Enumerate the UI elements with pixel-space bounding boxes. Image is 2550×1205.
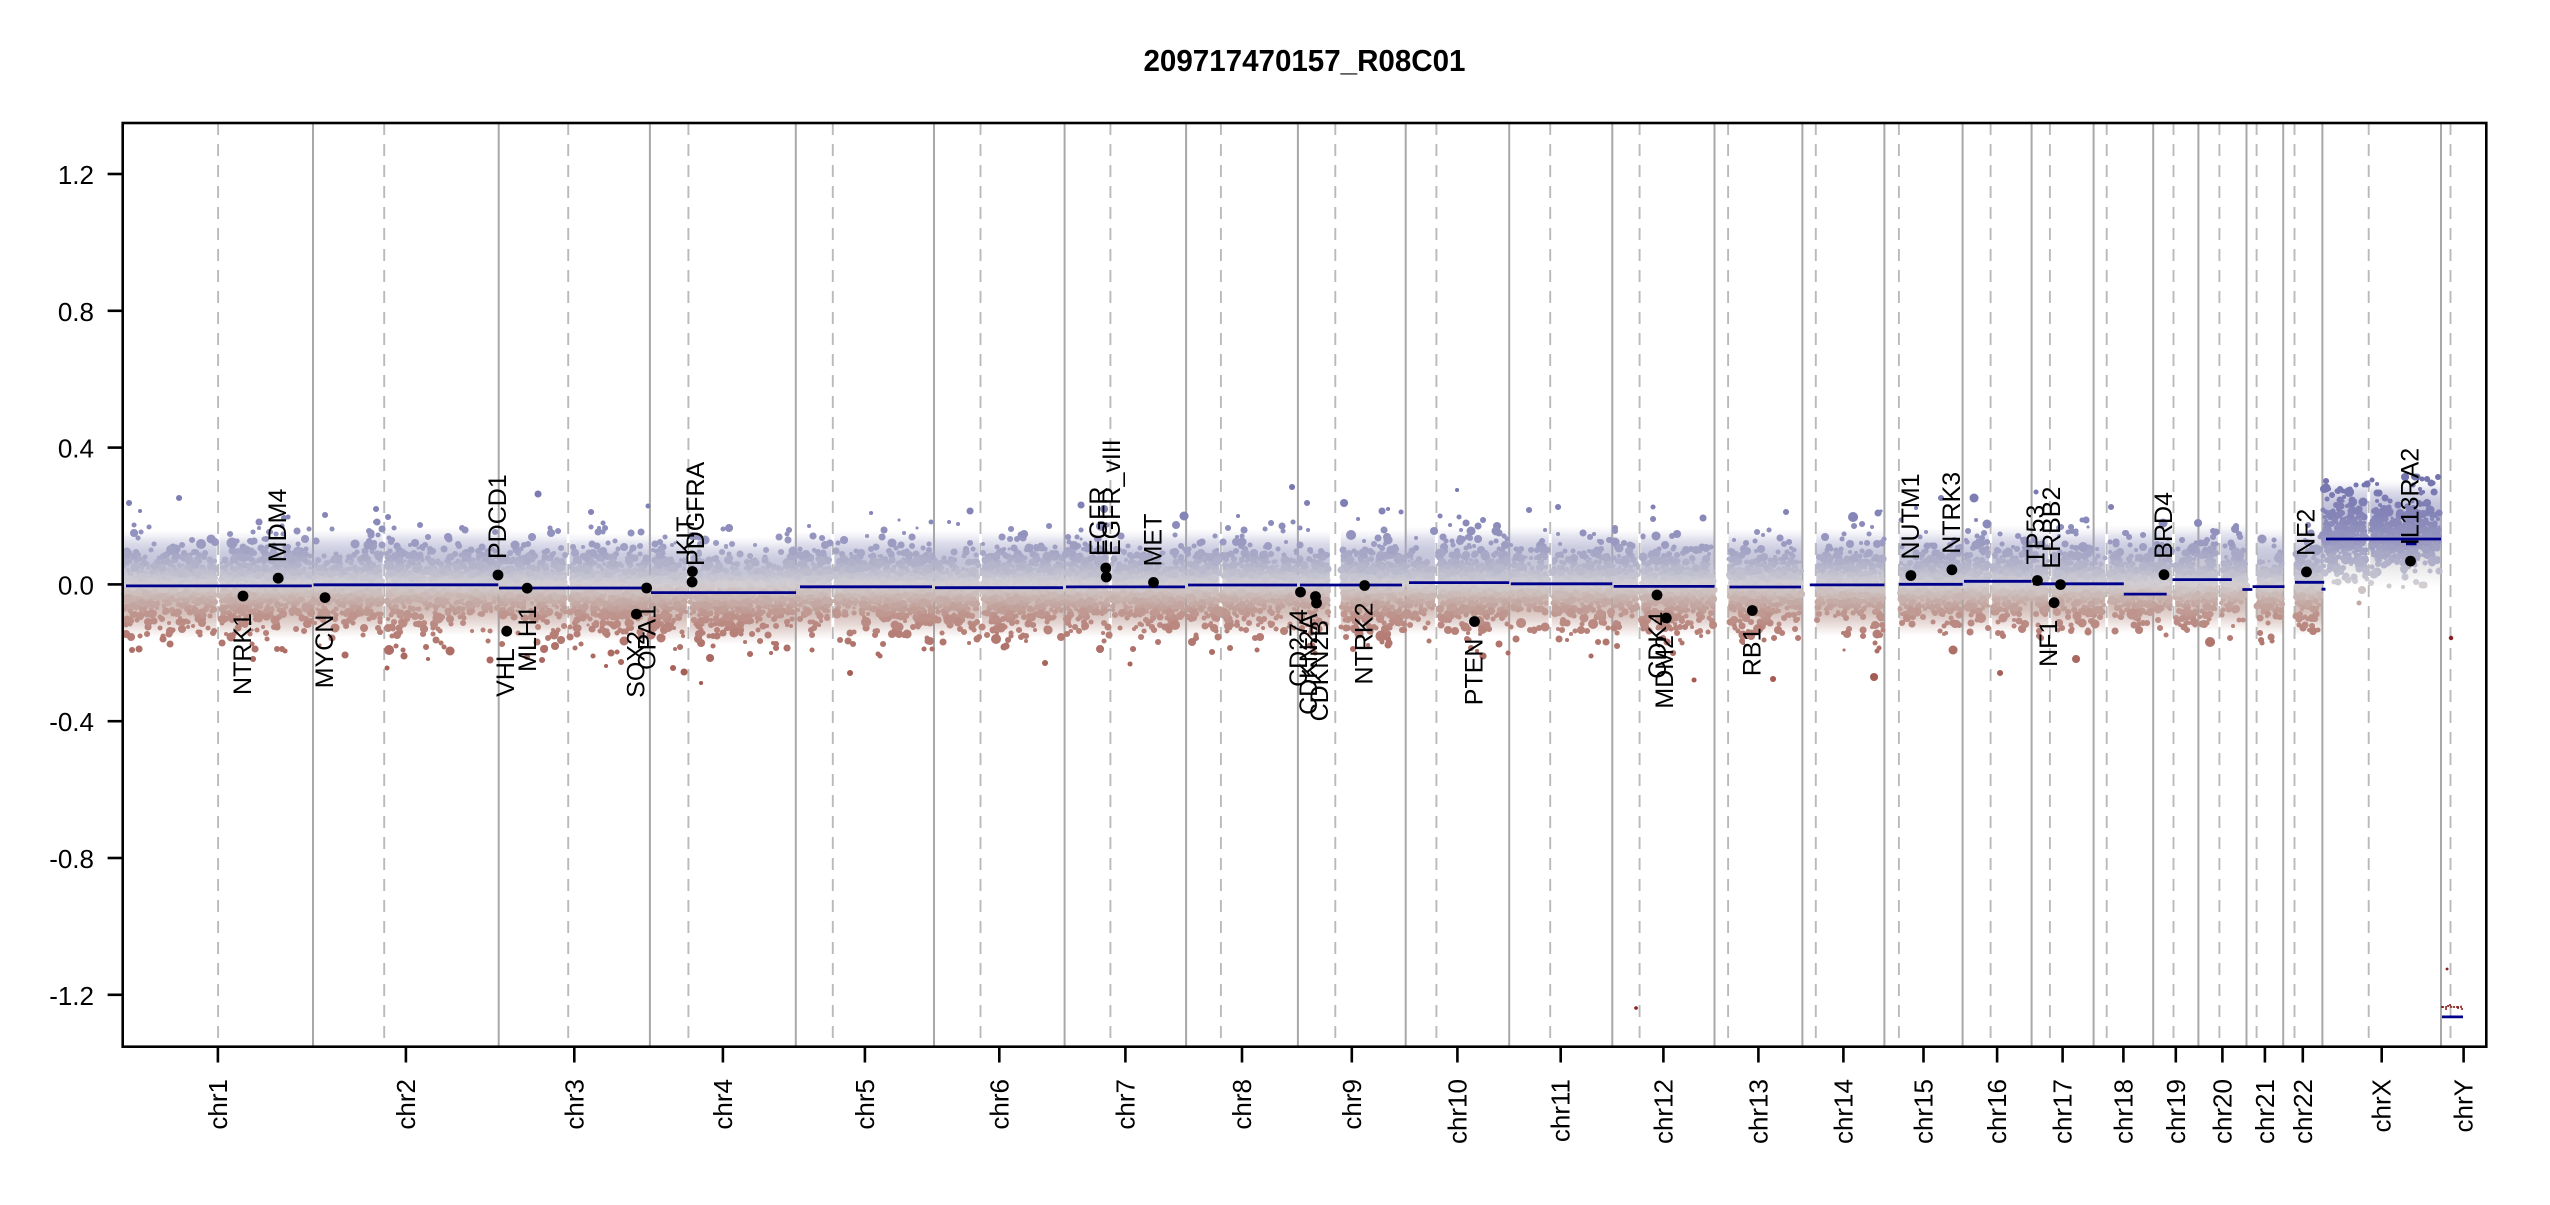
- svg-text:PTEN: PTEN: [1461, 639, 1489, 706]
- svg-text:209717470157_R08C01: 209717470157_R08C01: [1144, 43, 1466, 78]
- svg-text:chr11: chr11: [1546, 1079, 1576, 1142]
- svg-text:chr13: chr13: [1743, 1079, 1773, 1144]
- svg-text:chrX: chrX: [2367, 1079, 2397, 1132]
- svg-text:chr1: chr1: [203, 1079, 233, 1130]
- svg-text:CDKN2A: CDKN2A: [1295, 613, 1323, 715]
- svg-text:CDKN2B: CDKN2B: [1306, 620, 1334, 721]
- svg-text:chr9: chr9: [1337, 1079, 1367, 1130]
- svg-text:MET: MET: [1140, 514, 1168, 567]
- svg-text:NTRK1: NTRK1: [229, 613, 257, 695]
- svg-text:MDM2: MDM2: [1651, 635, 1679, 709]
- svg-text:EGFR_vIII: EGFR_vIII: [1098, 439, 1126, 556]
- svg-text:TP53: TP53: [2022, 505, 2050, 565]
- svg-text:chr7: chr7: [1110, 1079, 1140, 1130]
- svg-text:chr8: chr8: [1227, 1079, 1257, 1130]
- svg-text:NUTM1: NUTM1: [1897, 473, 1925, 559]
- svg-text:chr16: chr16: [1982, 1079, 2012, 1144]
- svg-text:KIT: KIT: [672, 517, 700, 556]
- svg-text:chr18: chr18: [2108, 1079, 2138, 1144]
- svg-text:chr2: chr2: [391, 1079, 421, 1130]
- svg-text:0.4: 0.4: [58, 434, 94, 464]
- svg-text:chr10: chr10: [1442, 1079, 1472, 1144]
- svg-text:chr5: chr5: [850, 1079, 880, 1130]
- svg-text:chr14: chr14: [1828, 1079, 1858, 1144]
- svg-text:IL13RA2: IL13RA2: [2397, 448, 2425, 545]
- svg-text:chr20: chr20: [2207, 1079, 2237, 1144]
- svg-text:OPA1: OPA1: [634, 605, 662, 670]
- svg-text:chr4: chr4: [708, 1079, 738, 1130]
- svg-text:SOX2: SOX2: [623, 631, 651, 698]
- svg-text:1.2: 1.2: [58, 160, 94, 190]
- svg-text:MYCN: MYCN: [311, 615, 339, 689]
- svg-text:-0.8: -0.8: [49, 844, 94, 874]
- svg-text:chr19: chr19: [2161, 1079, 2191, 1144]
- svg-text:chr6: chr6: [984, 1079, 1014, 1130]
- svg-text:ERBB2: ERBB2: [2038, 487, 2066, 569]
- svg-text:NF2: NF2: [2293, 509, 2321, 556]
- svg-text:CD274: CD274: [1285, 609, 1313, 687]
- svg-text:EGFR: EGFR: [1085, 487, 1113, 556]
- svg-text:chr12: chr12: [1648, 1079, 1678, 1144]
- svg-text:-0.4: -0.4: [49, 707, 94, 737]
- svg-text:MLH1: MLH1: [514, 605, 542, 672]
- svg-text:NF1: NF1: [2035, 620, 2063, 667]
- svg-text:chr17: chr17: [2048, 1079, 2078, 1144]
- svg-text:BRD4: BRD4: [2150, 492, 2178, 559]
- svg-text:VHL: VHL: [492, 648, 520, 697]
- svg-text:chr21: chr21: [2250, 1079, 2280, 1144]
- svg-text:chr15: chr15: [1909, 1079, 1939, 1144]
- svg-text:PDCD1: PDCD1: [484, 474, 512, 559]
- svg-text:chrY: chrY: [2449, 1079, 2479, 1132]
- svg-text:PDGFRA: PDGFRA: [682, 462, 710, 567]
- svg-text:-1.2: -1.2: [49, 981, 94, 1011]
- svg-text:chr22: chr22: [2288, 1079, 2318, 1144]
- svg-text:NTRK2: NTRK2: [1351, 603, 1379, 685]
- svg-text:0.0: 0.0: [58, 570, 94, 600]
- svg-text:0.8: 0.8: [58, 297, 94, 327]
- svg-text:NTRK3: NTRK3: [1938, 472, 1966, 554]
- svg-text:MDM4: MDM4: [264, 488, 292, 562]
- svg-text:chr3: chr3: [559, 1079, 589, 1130]
- svg-text:RB1: RB1: [1738, 628, 1766, 677]
